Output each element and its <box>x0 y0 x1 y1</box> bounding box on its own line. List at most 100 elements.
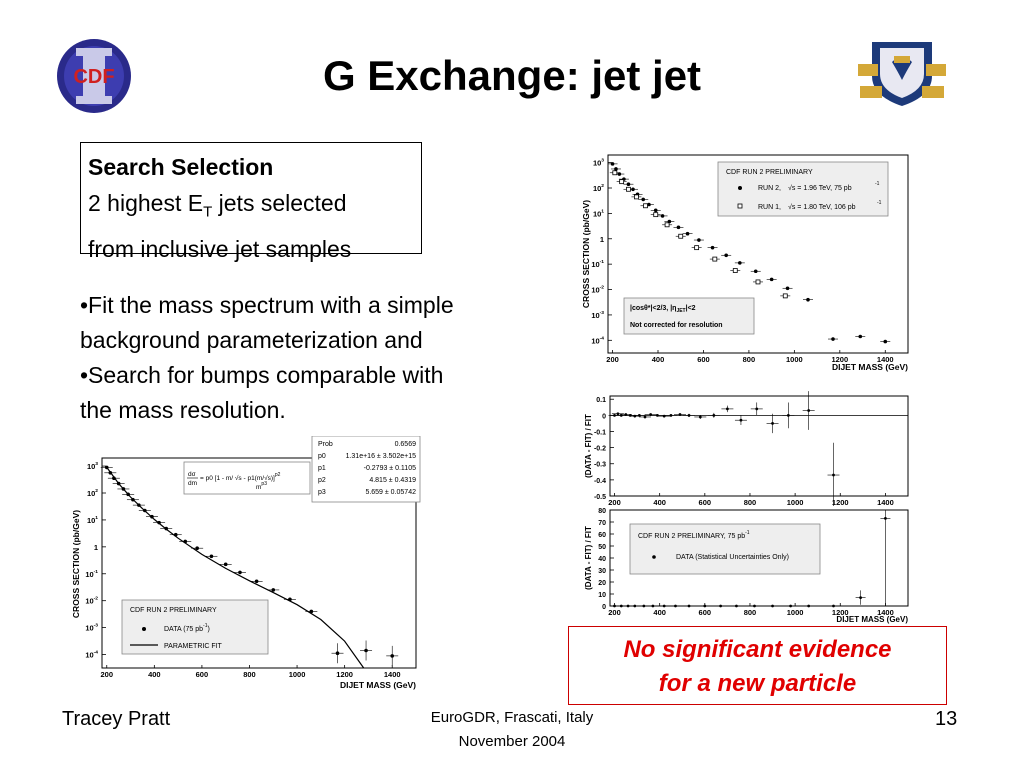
y-tick-label: 102 <box>87 488 98 498</box>
run2-point <box>724 253 728 258</box>
data-point <box>108 471 113 475</box>
data-points <box>100 465 399 666</box>
legend-data: DATA (Statistical Uncertainties Only) <box>676 554 789 561</box>
data-point <box>112 476 116 480</box>
bullet-line: •Search for bumps comparable with <box>80 362 444 388</box>
y-tick-label: 1 <box>600 235 604 244</box>
cut-box-line2: Not corrected for resolution <box>630 322 723 329</box>
data-point <box>669 413 673 417</box>
data-point <box>642 604 646 608</box>
footer-author: Tracey Pratt <box>62 708 171 730</box>
y-tick-label: 10-3 <box>591 310 604 320</box>
x-tick-label: 1000 <box>787 608 804 617</box>
search-selection-box: Search Selection 2 highest ET jets selec… <box>80 142 422 262</box>
stat-name: p0 <box>318 453 326 460</box>
stat-value: 1.31e+16 ± 3.502e+15 <box>346 453 417 460</box>
y-tick-label: 103 <box>593 158 604 168</box>
data-points <box>608 391 840 506</box>
x-tick-label: 600 <box>699 608 712 617</box>
data-point <box>271 588 276 592</box>
legend-run2-energy: √s = 1.96 TeV, 75 pb <box>788 184 852 192</box>
data-point <box>755 407 759 411</box>
run2-point <box>883 339 888 344</box>
data-point <box>143 508 147 513</box>
legend-run1: RUN 1, <box>758 204 781 211</box>
data-point <box>651 604 655 608</box>
data-point <box>613 413 616 417</box>
x-tick-label: 800 <box>744 498 757 506</box>
y-tick-label: 10-1 <box>591 259 604 269</box>
data-point <box>712 413 716 417</box>
formula-lhs: dσ <box>188 471 196 478</box>
run1-point <box>634 194 639 200</box>
run2-point <box>685 231 690 236</box>
x-tick-label: 1000 <box>787 498 804 506</box>
x-tick-label: 200 <box>608 498 621 506</box>
run1-point <box>643 203 648 209</box>
stat-name: p3 <box>318 489 326 496</box>
y-tick-label: -0.5 <box>594 494 606 501</box>
run2-point <box>753 269 758 274</box>
conclusion-line1: No significant evidence <box>623 636 892 663</box>
y-tick-label: -0.3 <box>594 462 606 469</box>
stat-value: -0.2793 ± 0.1105 <box>364 465 416 472</box>
data-point <box>832 604 835 608</box>
data-point <box>649 413 653 416</box>
x-tick-label: 1400 <box>877 355 894 364</box>
y-tick-label: 103 <box>87 461 98 471</box>
run1-point <box>694 245 700 251</box>
data-point <box>786 413 790 417</box>
run1-point <box>664 222 670 228</box>
y-tick-label: -0.2 <box>594 446 606 453</box>
y-tick-label: 101 <box>87 515 98 525</box>
run2-point <box>660 214 665 218</box>
x-tick-label: 1400 <box>877 608 894 617</box>
run2-point <box>667 219 672 224</box>
data-point <box>789 604 793 608</box>
x-tick-label: 800 <box>243 670 256 679</box>
x-tick-label: 600 <box>196 670 209 679</box>
x-tick-label: 1000 <box>786 355 803 364</box>
y-tick-label: 10-2 <box>85 596 98 606</box>
y-tick-label: 30 <box>598 568 606 575</box>
legend-fit: PARAMETRIC FIT <box>164 643 223 650</box>
selection-line1: 2 highest ET jets selected <box>88 190 347 221</box>
data-point <box>859 596 862 599</box>
data-point <box>131 497 135 502</box>
parametric-fit-plot: CROSS SECTION (pb/GeV) DIJET MASS (GeV) … <box>71 436 421 690</box>
cdf-logo: CDF <box>54 36 134 116</box>
run2-point <box>738 261 742 265</box>
data-point <box>771 604 774 608</box>
x-tick-label: 1400 <box>877 498 894 506</box>
y-tick-label: 10-4 <box>591 335 604 345</box>
x-tick-labels: 200 400 600 800 1000 1200 1400 <box>608 493 894 506</box>
y-tick-labels: 103 102 101 1 10-1 10-2 10-3 10-4 <box>591 158 612 345</box>
formula-box <box>183 461 311 495</box>
stat-value: 0.6569 <box>395 441 417 448</box>
stat-name: p2 <box>318 477 326 484</box>
legend-run2-lumi-exp: -1 <box>875 181 880 187</box>
selection-heading: Search Selection <box>88 154 274 180</box>
data-point <box>619 604 623 608</box>
run2-point <box>647 202 651 207</box>
data-point <box>613 604 616 608</box>
x-tick-label: 600 <box>699 498 712 506</box>
run2-point <box>858 334 863 339</box>
cut-box <box>623 297 755 335</box>
y-tick-label: 0 <box>602 604 606 611</box>
stat-value: 5.659 ± 0.05742 <box>365 489 416 496</box>
university-crest <box>856 36 948 108</box>
data-point <box>150 514 154 519</box>
stat-name: Prob <box>318 441 333 448</box>
run1-point <box>755 279 761 285</box>
formula-den: dm <box>188 480 197 487</box>
x-tick-label: 200 <box>100 670 113 679</box>
y-axis-label: CROSS SECTION (pb/GeV) <box>71 510 81 618</box>
data-point <box>807 604 811 608</box>
data-point <box>223 562 228 567</box>
x-tick-label: 1200 <box>831 355 848 364</box>
x-tick-labels: 200 400 600 800 1000 1200 1400 <box>606 350 894 364</box>
run1-point <box>653 212 659 218</box>
run2-point <box>785 286 790 291</box>
run1-point <box>712 256 718 262</box>
